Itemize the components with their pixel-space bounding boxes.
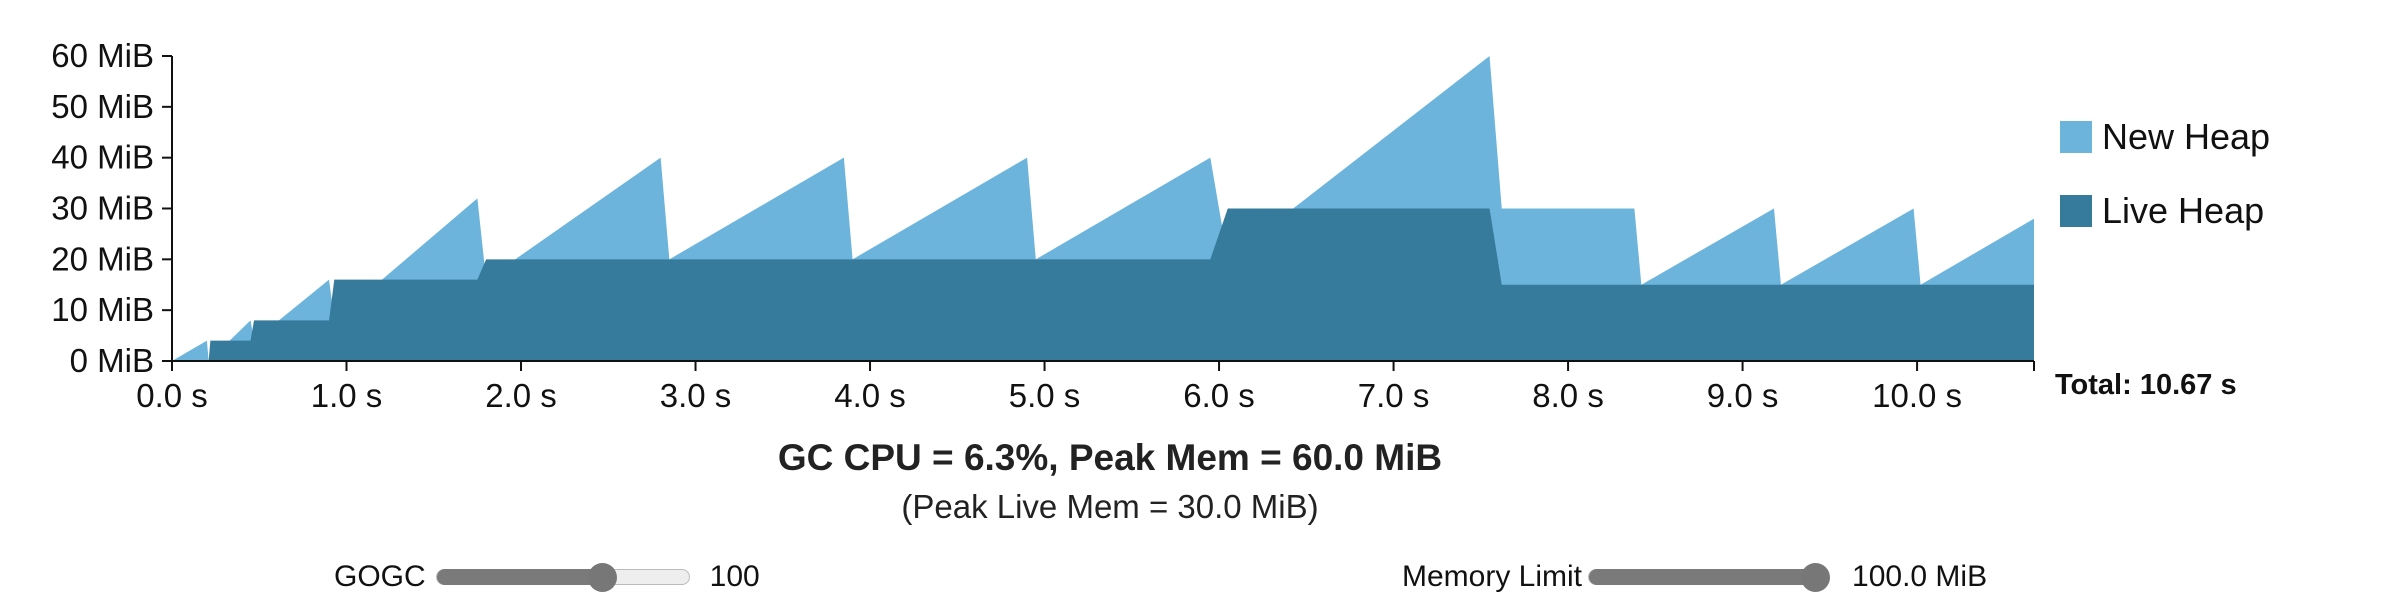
- x-tick-label: 5.0 s: [1009, 377, 1081, 414]
- summary-headline: GC CPU = 6.3%, Peak Mem = 60.0 MiB: [777, 437, 1443, 478]
- y-tick-label: 60 MiB: [51, 37, 154, 74]
- x-tick-label: 8.0 s: [1532, 377, 1604, 414]
- memory-limit-slider[interactable]: [1588, 563, 1831, 592]
- memory-limit-value: 100.0 MiB: [1852, 560, 1988, 593]
- x-tick-label: 7.0 s: [1358, 377, 1430, 414]
- total-annotation: Total: 10.67 s: [2055, 369, 2237, 401]
- x-tick-label: 9.0 s: [1707, 377, 1779, 414]
- gogc-control: GOGC 100: [334, 560, 760, 594]
- x-tick-label: 2.0 s: [485, 377, 557, 414]
- y-tick-label: 10 MiB: [51, 291, 154, 328]
- x-tick-label: 10.0 s: [1872, 377, 1962, 414]
- legend: New Heap Live Heap: [2060, 116, 2270, 231]
- x-tick-label: 3.0 s: [660, 377, 732, 414]
- area-live-heap: [208, 208, 2034, 361]
- area-layer: [172, 56, 2034, 361]
- y-tick-label: 0 MiB: [70, 342, 154, 379]
- x-tick-label: 1.0 s: [311, 377, 383, 414]
- x-tick-label: 0.0 s: [136, 377, 208, 414]
- gogc-label: GOGC: [334, 560, 426, 593]
- axes-layer: 0.0 s 1.0 s 2.0 s 3.0 s 4.0 s 5.0 s 6.0 s 7.0 s…: [51, 37, 2035, 414]
- gogc-value: 100: [709, 560, 760, 593]
- y-tick-label: 50 MiB: [51, 88, 154, 125]
- memory-limit-slider-fill: [1589, 569, 1830, 585]
- y-tick-label: 30 MiB: [51, 190, 154, 227]
- gogc-slider[interactable]: [435, 563, 690, 592]
- x-tick-label: 4.0 s: [834, 377, 906, 414]
- gogc-slider-thumb[interactable]: [587, 563, 617, 592]
- x-tick-label: 6.0 s: [1183, 377, 1255, 414]
- y-tick-label: 20 MiB: [51, 240, 154, 277]
- memory-limit-label: Memory Limit: [1402, 560, 1583, 593]
- gogc-slider-fill: [436, 569, 602, 585]
- legend-label-live-heap: Live Heap: [2102, 190, 2264, 231]
- heap-chart: 0.0 s 1.0 s 2.0 s 3.0 s 4.0 s 5.0 s 6.0 s 7.0 s…: [51, 37, 2270, 414]
- legend-swatch-new-heap: [2060, 121, 2092, 153]
- summary-peak-live: (Peak Live Mem = 30.0 MiB): [901, 488, 1319, 525]
- legend-label-new-heap: New Heap: [2102, 116, 2270, 157]
- y-tick-label: 40 MiB: [51, 139, 154, 176]
- memory-limit-slider-thumb[interactable]: [1801, 563, 1831, 592]
- memory-limit-control: Memory Limit 100.0 MiB: [1402, 560, 1987, 594]
- legend-swatch-live-heap: [2060, 195, 2092, 227]
